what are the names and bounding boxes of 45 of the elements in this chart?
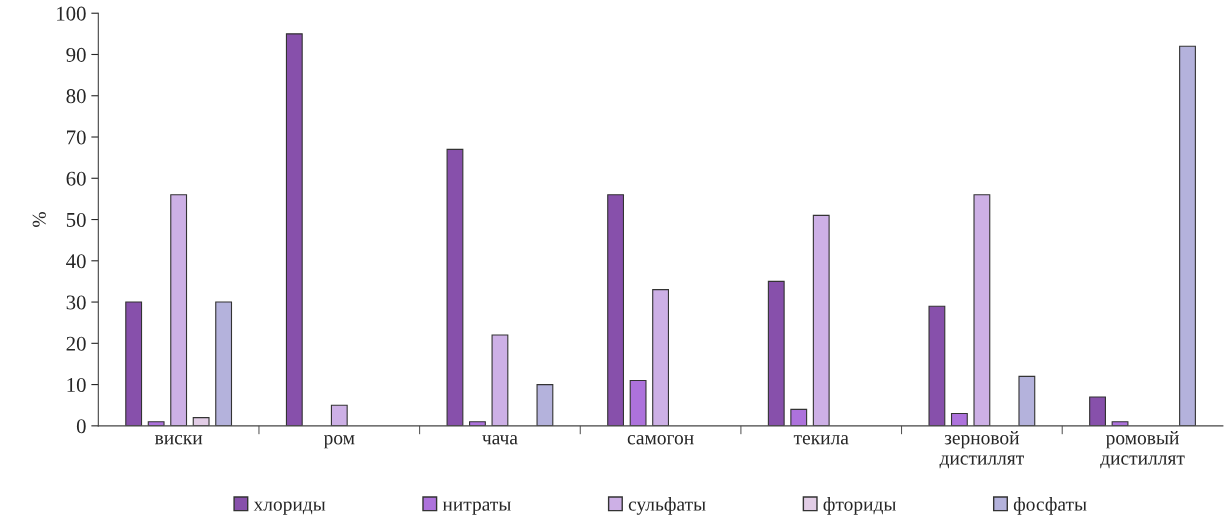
x-tick-label: текила [793, 435, 849, 445]
y-tick-label: 100 [57, 6, 86, 21]
bar [928, 305, 946, 426]
y-tick-label: 90 [66, 47, 86, 62]
bar [491, 334, 509, 426]
bar [170, 194, 188, 426]
y-tick-label: 70 [67, 130, 86, 145]
bar [607, 194, 625, 426]
legend-label: нитраты [442, 501, 511, 515]
y-tick-label: 20 [66, 336, 86, 351]
bar [812, 214, 830, 426]
x-tick-label: зерновой дистиллят [939, 430, 1024, 469]
bar [790, 408, 808, 426]
bar [125, 301, 143, 426]
y-axis-title: % [32, 212, 46, 227]
bar [446, 148, 464, 426]
legend-label: сульфаты [628, 497, 706, 515]
y-tick-label: 30 [66, 295, 86, 310]
x-tick-label: чача [482, 435, 518, 445]
bar [330, 404, 348, 426]
x-tick-label: ром [323, 435, 355, 449]
legend-label: фосфаты [1013, 497, 1087, 515]
legend-label: фториды [823, 497, 896, 515]
y-tick-label: 40 [66, 254, 86, 269]
bar [973, 194, 991, 426]
x-tick-label: виски [154, 435, 203, 445]
bar [950, 412, 968, 426]
bar [652, 289, 670, 426]
bar [536, 384, 554, 426]
y-tick-label: 50 [66, 212, 86, 227]
x-tick-label: ромовый дистиллят [1100, 430, 1185, 469]
bar [215, 301, 233, 426]
bar [1179, 45, 1196, 426]
bar [285, 33, 303, 426]
y-tick-label: 10 [67, 377, 86, 393]
y-tick-label: 0 [76, 419, 86, 434]
legend-label: хлориды [253, 501, 326, 515]
x-tick-label: самогон [627, 435, 694, 445]
bar [767, 280, 785, 426]
bar [1018, 375, 1036, 426]
bar [629, 379, 647, 426]
y-tick-label: 60 [66, 171, 86, 186]
bar [1089, 396, 1106, 426]
bar [192, 417, 210, 426]
y-tick-label: 80 [66, 89, 86, 104]
